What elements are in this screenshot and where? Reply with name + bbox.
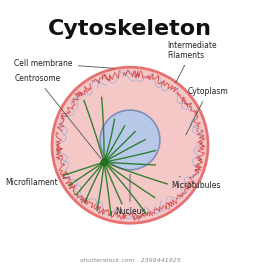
Text: Cell membrane: Cell membrane <box>14 59 114 68</box>
Text: Intermediate
Filaments: Intermediate Filaments <box>168 41 217 83</box>
Text: shutterstock.com · 2399441925: shutterstock.com · 2399441925 <box>80 258 180 263</box>
Text: Microtubules: Microtubules <box>172 176 221 190</box>
Text: Microfilament: Microfilament <box>5 177 70 187</box>
Text: Nucleus: Nucleus <box>115 174 145 216</box>
Circle shape <box>101 159 107 165</box>
Circle shape <box>100 110 160 170</box>
Text: Centrosome: Centrosome <box>14 74 101 159</box>
Circle shape <box>52 67 208 223</box>
Text: Cytoplasm: Cytoplasm <box>186 87 228 135</box>
Text: Cytoskeleton: Cytoskeleton <box>48 19 212 39</box>
